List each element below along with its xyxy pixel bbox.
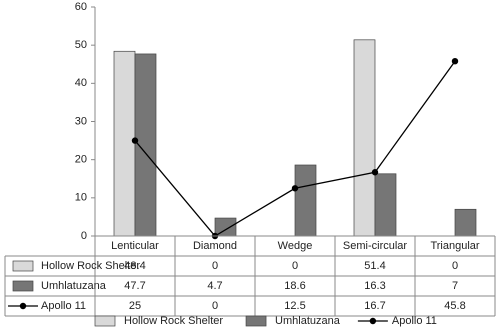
y-tick-label: 30: [75, 115, 87, 127]
table-value: 25: [129, 300, 141, 312]
table-value: 16.7: [364, 300, 385, 312]
x-tick-label: Lenticular: [111, 240, 159, 252]
x-tick-label: Diamond: [193, 240, 237, 252]
x-tick-label: Triangular: [430, 240, 479, 252]
table-value: 51.4: [364, 260, 385, 272]
bar: [454, 208, 477, 237]
marker: [291, 185, 299, 192]
y-tick-label: 10: [75, 192, 87, 204]
legend-key: [369, 317, 377, 325]
table-value: 47.7: [124, 280, 145, 292]
y-tick-label: 50: [75, 39, 87, 51]
table-value: 0: [452, 260, 458, 272]
y-tick-label: 20: [75, 154, 87, 166]
marker: [451, 57, 459, 65]
table-value: 4.7: [207, 280, 222, 292]
y-tick-label: 60: [75, 1, 87, 13]
marker: [371, 169, 379, 176]
table-value: 16.3: [364, 280, 385, 292]
row-label: Umhlatuzana: [41, 280, 107, 292]
table-value: 0: [292, 260, 298, 272]
legend-key: [245, 315, 267, 327]
bar: [353, 39, 376, 237]
table-value: 0: [212, 300, 218, 312]
x-tick-label: Semi-circular: [343, 240, 408, 252]
bar: [374, 173, 397, 237]
marker: [131, 137, 139, 144]
legend-label: Apollo 11: [392, 315, 437, 327]
x-tick-label: Wedge: [278, 240, 313, 252]
bar: [113, 50, 136, 237]
y-tick-label: 0: [81, 230, 87, 242]
y-tick-label: 40: [75, 77, 87, 89]
row-label: Apollo 11: [41, 300, 86, 312]
bar: [294, 164, 317, 237]
legend-label: Hollow Rock Shelter: [124, 315, 223, 327]
table-value: 7: [452, 280, 458, 292]
table-value: 45.8: [444, 300, 465, 312]
legend-key: [94, 315, 116, 327]
table-value: 0: [212, 260, 218, 272]
bar: [214, 217, 237, 237]
legend-label: Umhlatuzana: [275, 315, 341, 327]
legend-key: [12, 280, 34, 292]
legend-key: [19, 302, 27, 310]
table-value: 12.5: [284, 300, 305, 312]
table-value: 18.6: [284, 280, 305, 292]
table-value: 48.4: [124, 260, 145, 272]
legend-key: [12, 260, 34, 272]
row-label: Hollow Rock Shelter: [41, 260, 140, 272]
